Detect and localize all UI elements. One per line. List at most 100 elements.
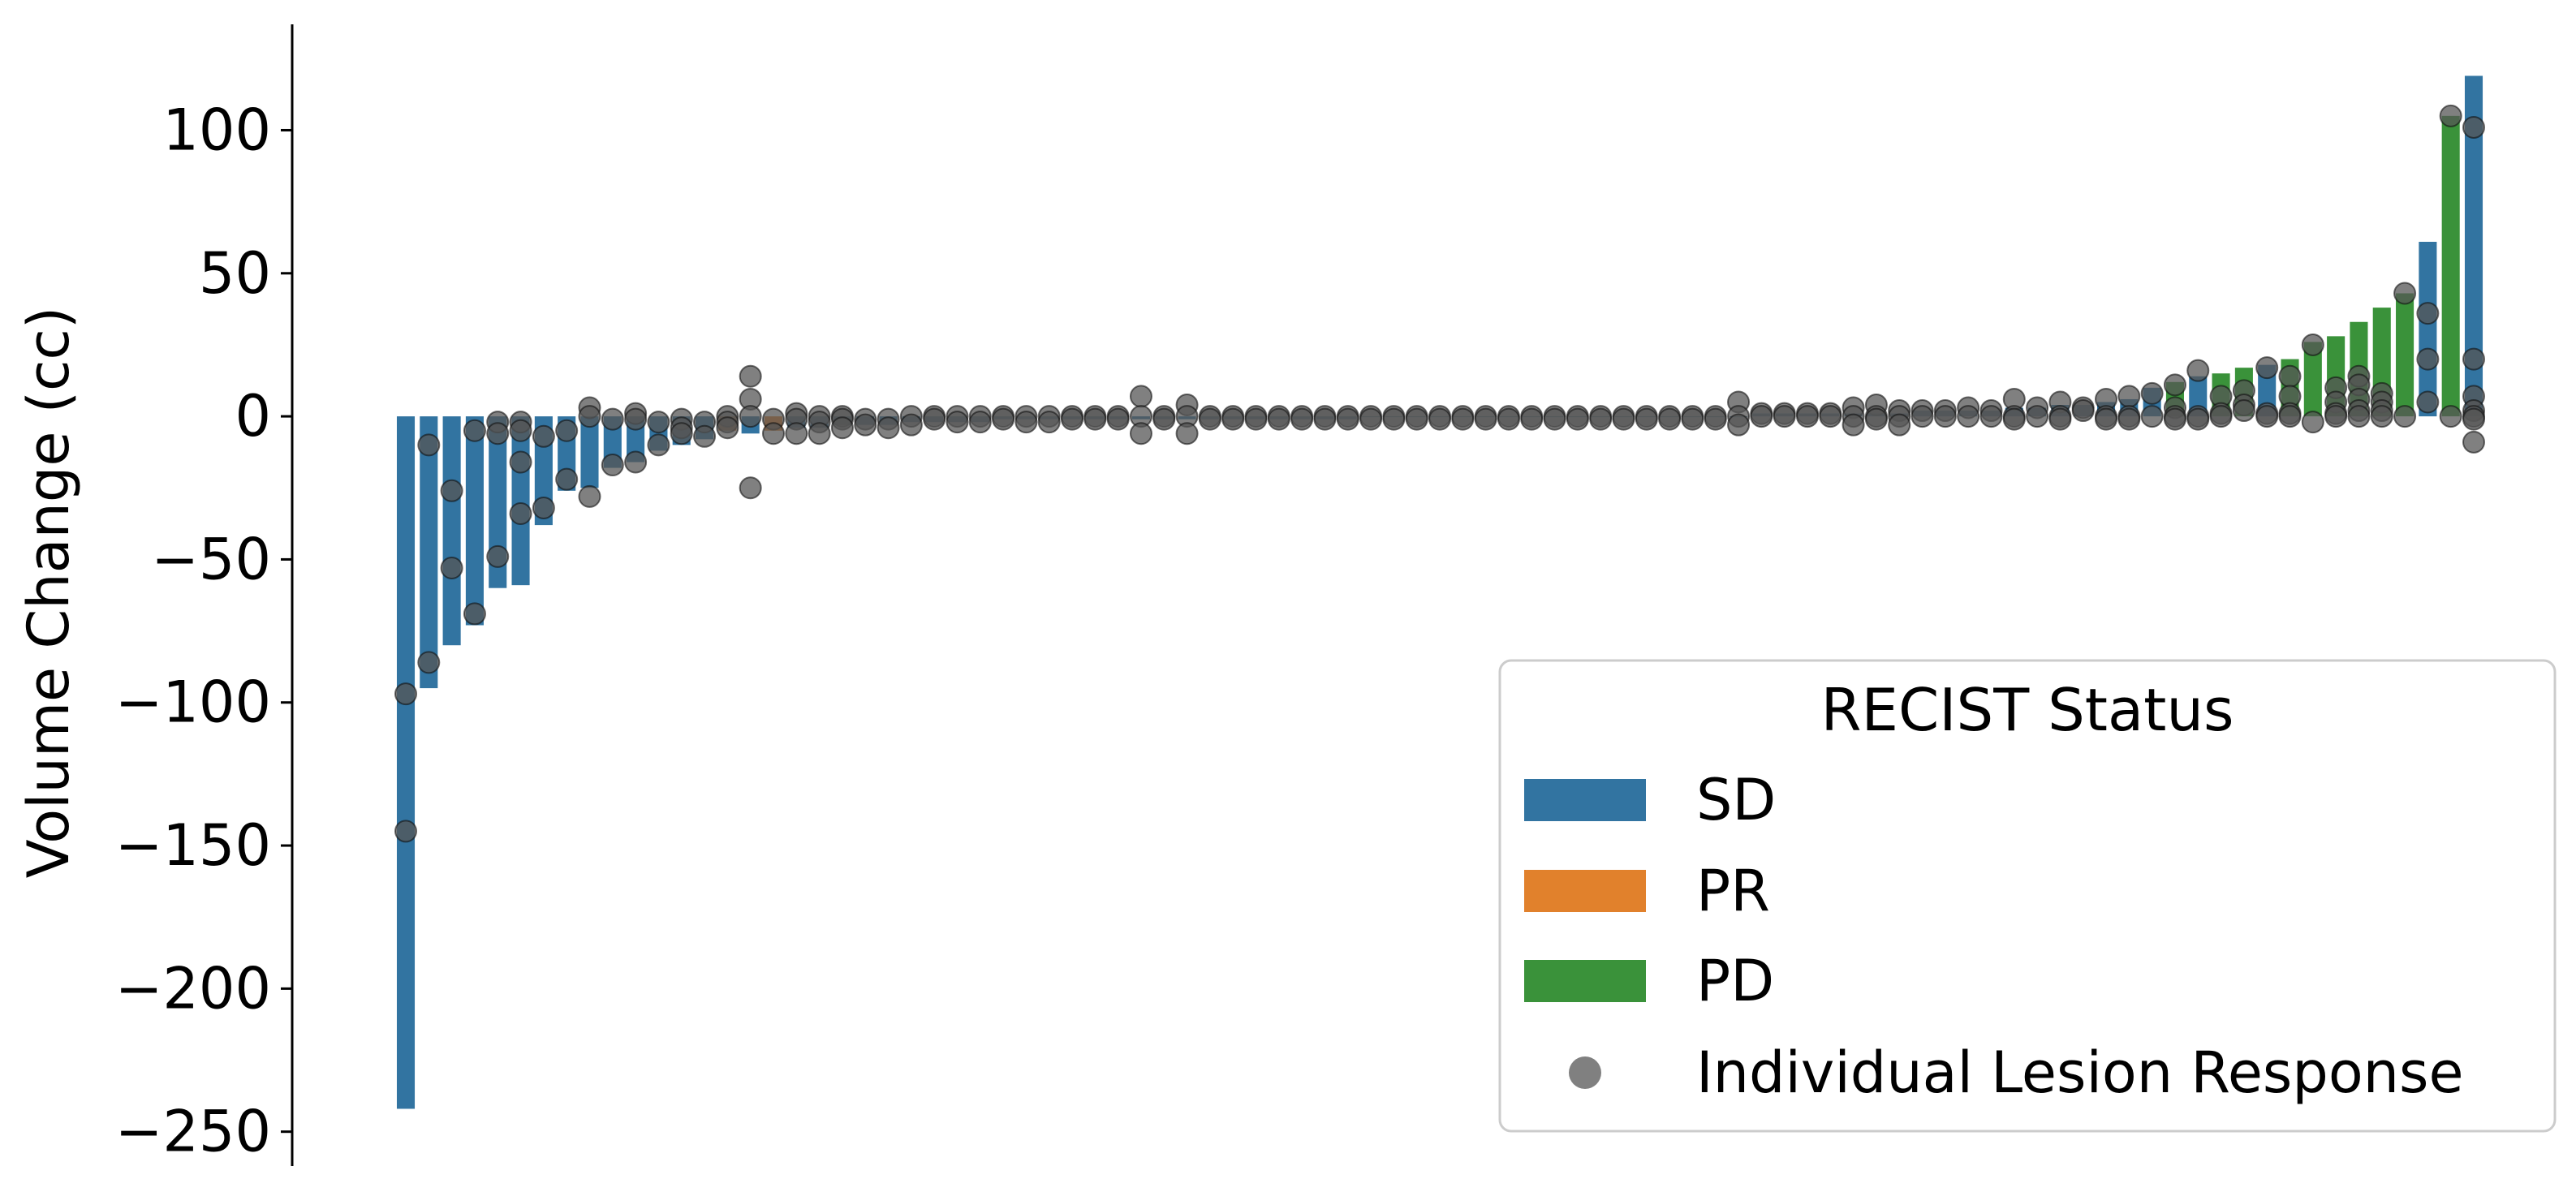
lesion-point-90-6 — [2462, 430, 2485, 454]
lesion-point-81-0 — [2255, 356, 2279, 380]
lesion-point-13-1 — [693, 424, 717, 448]
lesion-point-4-1 — [486, 422, 510, 445]
lesion-point-45-1 — [1428, 407, 1451, 431]
lesion-point-5-3 — [509, 502, 532, 525]
lesion-point-11-0 — [647, 411, 670, 434]
lesion-point-12-2 — [670, 422, 693, 445]
lesion-point-48-1 — [1497, 407, 1520, 431]
lesion-point-60-1 — [1773, 405, 1796, 428]
lesion-point-80-2 — [2232, 399, 2255, 423]
lesion-point-3-1 — [463, 602, 486, 626]
lesion-point-73-1 — [2071, 399, 2095, 423]
lesion-point-83-1 — [2301, 411, 2324, 434]
lesion-point-52-1 — [1589, 407, 1613, 431]
lesion-point-46-1 — [1451, 407, 1475, 431]
lesion-point-11-1 — [647, 433, 670, 457]
lesion-point-25-1 — [968, 411, 992, 434]
lesion-point-67-1 — [1933, 405, 1957, 428]
lesion-point-75-0 — [2117, 385, 2141, 408]
lesion-point-8-1 — [578, 405, 601, 428]
lesion-point-19-2 — [830, 416, 854, 440]
lesion-point-55-1 — [1658, 407, 1682, 431]
bar-sd-2 — [442, 416, 461, 646]
legend-marker-lesion — [1569, 1056, 1601, 1089]
lesion-point-71-1 — [2026, 405, 2049, 428]
legend-title: RECIST Status — [1820, 676, 2234, 744]
lesion-point-33-1 — [1152, 407, 1176, 431]
legend-label-pd: PD — [1696, 948, 1774, 1014]
lesion-point-81-2 — [2255, 405, 2279, 428]
bar-sd-0 — [396, 416, 416, 1109]
legend-label-lesion: Individual Lesion Response — [1696, 1039, 2464, 1106]
lesion-point-21-1 — [877, 416, 900, 440]
lesion-point-2-1 — [440, 557, 463, 579]
y-tick-label: −50 — [151, 526, 271, 592]
lesion-point-75-2 — [2117, 407, 2141, 431]
lesion-point-49-1 — [1520, 407, 1544, 431]
lesion-point-31-1 — [1106, 407, 1130, 431]
lesion-point-0-0 — [394, 682, 417, 706]
lesion-point-41-1 — [1336, 407, 1359, 431]
lesion-point-17-2 — [785, 422, 808, 445]
lesion-point-90-0 — [2462, 115, 2485, 139]
lesion-point-87-0 — [2393, 282, 2417, 305]
bar-sd-3 — [465, 416, 484, 626]
lesion-point-54-1 — [1635, 407, 1658, 431]
y-axis-label: Volume Change (cc) — [15, 307, 82, 878]
lesion-point-10-2 — [624, 450, 648, 474]
lesion-point-86-3 — [2370, 405, 2393, 428]
lesion-point-23-1 — [923, 407, 946, 431]
lesion-point-29-1 — [1061, 407, 1084, 431]
lesion-point-88-1 — [2416, 347, 2440, 371]
lesion-point-6-0 — [532, 424, 555, 448]
lesion-point-76-0 — [2140, 381, 2164, 405]
bar-sd-1 — [420, 416, 438, 689]
lesion-point-79-2 — [2209, 405, 2233, 428]
lesion-point-42-1 — [1359, 407, 1383, 431]
bar-sd-90 — [2464, 75, 2483, 417]
lesion-point-88-0 — [2416, 302, 2440, 325]
lesion-point-59-1 — [1750, 405, 1773, 428]
lesion-point-83-0 — [2301, 333, 2324, 356]
lesion-point-36-1 — [1221, 407, 1245, 431]
lesion-point-27-1 — [1014, 411, 1038, 434]
lesion-point-20-1 — [854, 413, 877, 437]
lesion-point-88-2 — [2416, 390, 2440, 414]
lesion-point-7-1 — [555, 467, 579, 491]
legend-swatch-sd — [1524, 779, 1646, 821]
lesion-point-8-2 — [578, 484, 601, 508]
lesion-point-10-1 — [624, 407, 648, 431]
lesion-point-15-0 — [739, 364, 762, 388]
lesion-point-89-1 — [2439, 405, 2462, 428]
lesions-layer — [394, 104, 2485, 843]
lesion-point-1-0 — [417, 433, 441, 457]
lesion-point-18-2 — [808, 422, 831, 445]
lesion-point-32-2 — [1129, 422, 1152, 445]
y-axis: 100 50 0 −50 −100 −150 −200 −250 — [115, 24, 294, 1166]
lesion-point-74-2 — [2095, 407, 2118, 431]
lesion-point-9-1 — [601, 454, 624, 477]
lesion-point-82-0 — [2278, 364, 2302, 388]
lesion-point-1-1 — [417, 651, 441, 674]
lesion-point-34-2 — [1175, 422, 1199, 445]
lesion-point-69-1 — [1979, 405, 2003, 428]
lesion-point-39-1 — [1290, 407, 1314, 431]
bar-sd-8 — [580, 416, 599, 488]
lesion-point-85-4 — [2347, 405, 2371, 428]
lesion-point-32-0 — [1129, 385, 1152, 408]
lesion-point-22-1 — [899, 413, 923, 437]
lesion-point-50-1 — [1543, 407, 1566, 431]
lesion-point-77-0 — [2163, 373, 2186, 397]
lesion-point-40-1 — [1313, 407, 1337, 431]
legend-frame — [1498, 659, 2557, 1133]
lesion-point-9-0 — [601, 407, 624, 431]
lesion-point-82-3 — [2278, 405, 2302, 428]
lesion-point-4-2 — [486, 544, 510, 568]
lesion-point-37-1 — [1244, 407, 1268, 431]
legend-swatch-pd — [1524, 960, 1646, 1002]
y-tick-label: −100 — [115, 669, 271, 736]
lesion-point-77-3 — [2163, 407, 2186, 431]
lesion-point-90-5 — [2462, 407, 2485, 431]
lesion-point-3-0 — [463, 419, 486, 442]
